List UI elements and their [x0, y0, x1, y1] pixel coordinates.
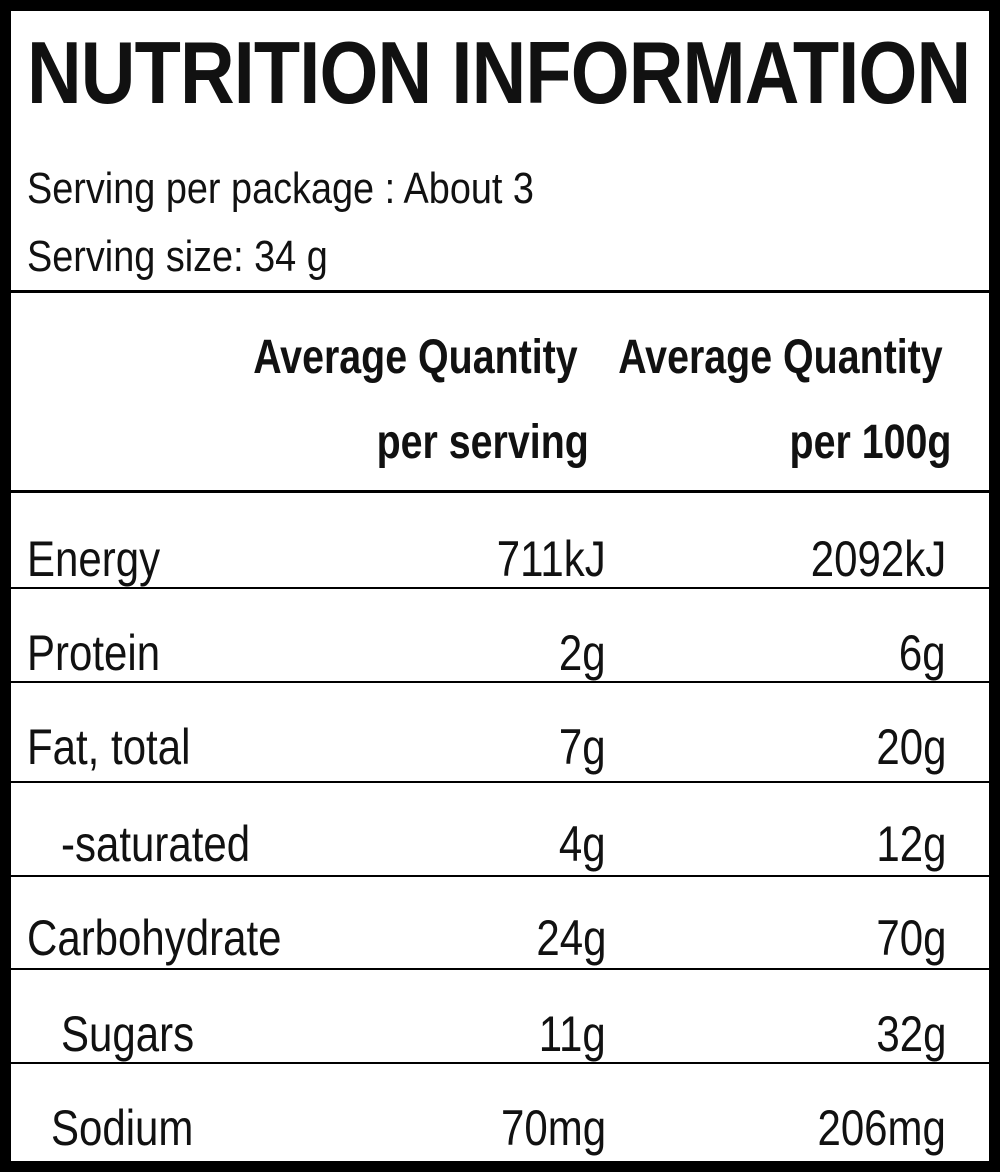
row-sugars-per-100g: 32g — [875, 1006, 946, 1062]
row-sodium-name: Sodium — [51, 1100, 194, 1156]
row-divider — [11, 681, 989, 683]
serving-size: Serving size: 34 g — [27, 232, 328, 281]
row-protein-per-serving: 2g — [559, 625, 606, 681]
row-divider — [11, 875, 989, 877]
row-carbohydrate-per-serving: 24g — [535, 910, 606, 966]
row-energy-per-serving: 711kJ — [497, 531, 606, 587]
row-carbohydrate-name: Carbohydrate — [27, 910, 282, 966]
row-carbohydrate-per-100g: 70g — [875, 910, 946, 966]
col-per-100g-line1: Average Quantity — [618, 331, 943, 384]
row-sodium-per-serving: 70mg — [500, 1100, 606, 1156]
row-saturated-per-serving: 4g — [559, 816, 606, 872]
servings-per-package: Serving per package : About 3 — [27, 164, 534, 213]
row-sugars-per-serving: 11g — [539, 1006, 606, 1062]
header-divider — [11, 290, 989, 293]
row-divider — [11, 587, 989, 589]
row-fat-total-name: Fat, total — [27, 719, 191, 775]
col-per-serving-line1: Average Quantity — [253, 331, 578, 384]
row-divider — [11, 1062, 989, 1064]
row-protein-per-100g: 6g — [899, 625, 946, 681]
row-energy-per-100g: 2092kJ — [810, 531, 946, 587]
row-saturated-name: -saturated — [61, 816, 251, 872]
row-saturated-per-100g: 12g — [875, 816, 946, 872]
row-protein-name: Protein — [27, 625, 161, 681]
row-fat-total-per-100g: 20g — [875, 719, 946, 775]
row-sodium-per-100g: 206mg — [817, 1100, 946, 1156]
row-divider — [11, 781, 989, 783]
col-per-100g-line2: per 100g — [789, 416, 951, 469]
row-energy-name: Energy — [27, 531, 161, 587]
column-header-divider — [11, 490, 989, 493]
row-divider — [11, 968, 989, 970]
col-per-serving-line2: per serving — [376, 416, 589, 469]
row-fat-total-per-serving: 7g — [559, 719, 606, 775]
panel-title: NUTRITION INFORMATION — [27, 23, 971, 122]
row-sugars-name: Sugars — [61, 1006, 195, 1062]
